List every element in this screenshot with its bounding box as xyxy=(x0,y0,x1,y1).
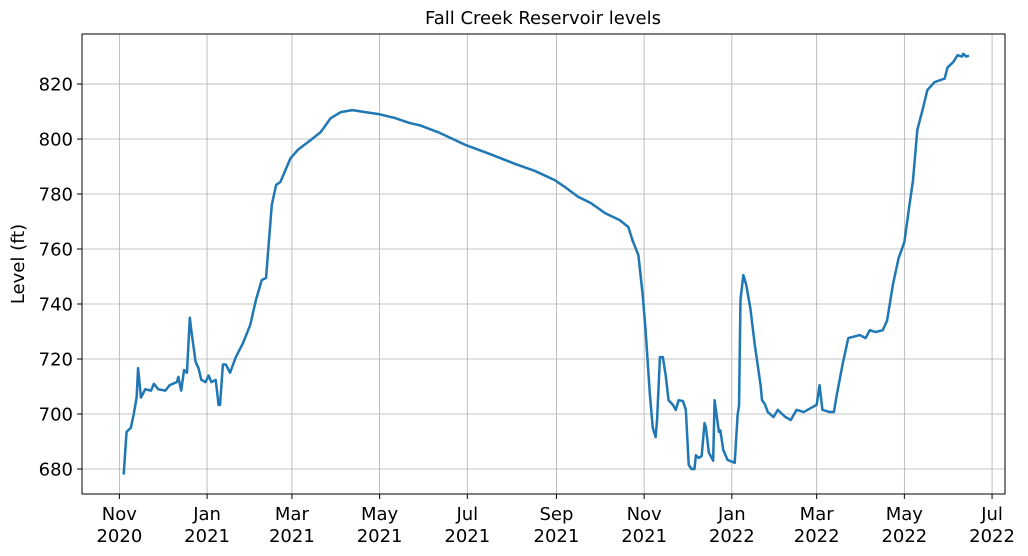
x-tick-label: Nov 2021 xyxy=(621,504,667,547)
x-tick-label: Mar 2021 xyxy=(269,504,315,547)
x-tick-label: Jul 2021 xyxy=(444,504,490,547)
y-tick-label: 680 xyxy=(39,459,73,480)
x-tick-label: Nov 2020 xyxy=(96,504,142,547)
x-tick-label: Jan 2021 xyxy=(184,504,230,547)
y-tick-label: 760 xyxy=(39,240,73,261)
y-tick-label: 800 xyxy=(39,130,73,151)
y-tick-label: 720 xyxy=(39,349,73,370)
y-tick-label: 780 xyxy=(39,185,73,206)
x-tick-label: May 2021 xyxy=(357,504,403,547)
x-tick-label: Mar 2022 xyxy=(794,504,840,547)
x-tick-label: Jul 2022 xyxy=(969,504,1015,547)
x-tick-label: Jan 2022 xyxy=(709,504,755,547)
plot-frame xyxy=(81,33,1006,495)
y-tick-label: 700 xyxy=(39,404,73,425)
y-tick-label: 740 xyxy=(39,295,73,316)
x-tick-label: Sep 2021 xyxy=(534,504,580,547)
data-line xyxy=(122,52,970,475)
chart-title: Fall Creek Reservoir levels xyxy=(425,8,661,29)
x-tick-label: May 2022 xyxy=(881,504,927,547)
y-axis-label: Level (ft) xyxy=(8,224,29,304)
y-tick-label: 820 xyxy=(39,75,73,96)
